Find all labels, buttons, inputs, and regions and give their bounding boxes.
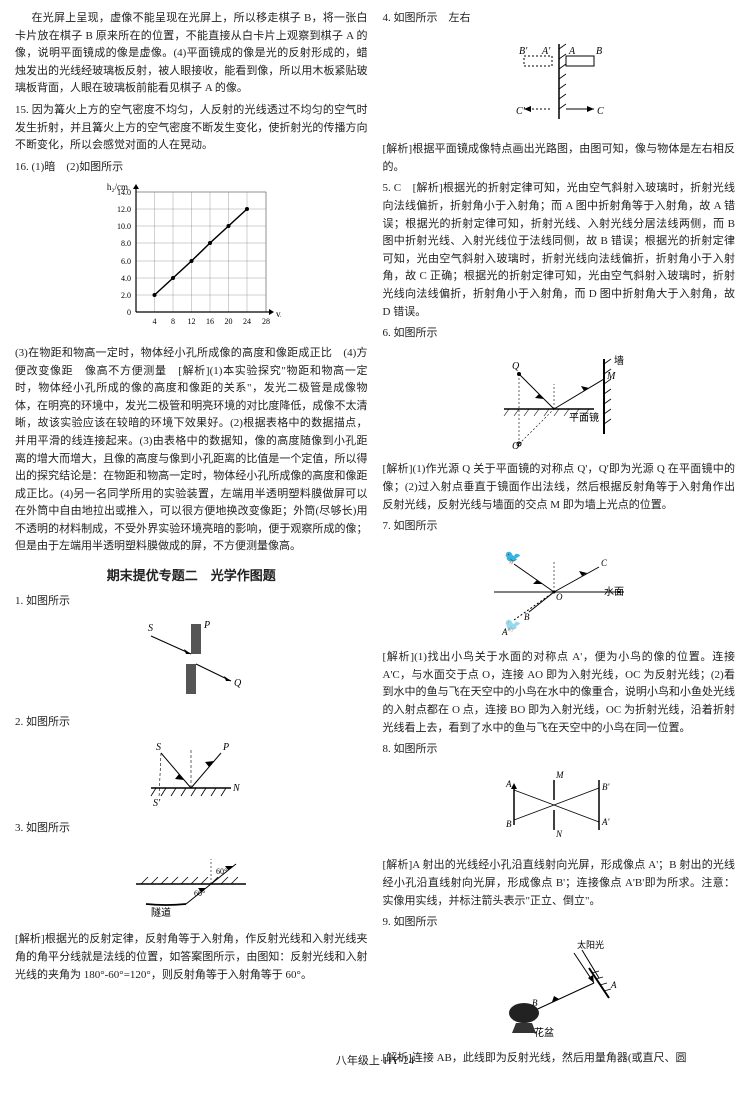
svg-text:10.0: 10.0 — [117, 222, 131, 231]
svg-text:Q: Q — [234, 678, 242, 689]
svg-text:6.0: 6.0 — [121, 257, 131, 266]
svg-text:2.0: 2.0 — [121, 291, 131, 300]
a4: [解析]根据平面镜成像特点画出光路图，由图可知，像与物体是左右相反的。 — [383, 141, 736, 176]
fig-8: A B M N B' A' — [383, 765, 736, 852]
svg-text:v/cm: v/cm — [276, 309, 281, 319]
para-16b: (3)在物距和物高一定时，物体经小孔所成像的高度和像距成正比 (4)方便改变像距… — [15, 345, 368, 556]
svg-text:S: S — [148, 623, 153, 634]
q7: 7. 如图所示 — [383, 518, 736, 536]
fig-9: 太阳光 A B 花盆 — [383, 938, 736, 1045]
svg-text:B': B' — [519, 46, 528, 57]
svg-text:A: A — [505, 779, 512, 789]
para-15: 15. 因为篝火上方的空气密度不均匀，人反射的光线透过不均匀的空气时发生折射，并… — [15, 102, 368, 155]
svg-text:0: 0 — [127, 308, 131, 317]
fig-3: 60° 60° 隧道 — [15, 844, 368, 926]
svg-text:P: P — [203, 620, 210, 631]
section-title: 期末提优专题二 光学作图题 — [15, 566, 368, 587]
a8: [解析]A 射出的光线经小孔沿直线射向光屏，形成像点 A'；B 射出的光线经小孔… — [383, 857, 736, 910]
fig-2: S P N S' — [15, 738, 368, 815]
svg-text:B: B — [532, 998, 538, 1008]
q8: 8. 如图所示 — [383, 741, 736, 759]
fig-4: B' A' A B C' C — [383, 34, 736, 136]
svg-text:S: S — [156, 742, 161, 753]
svg-text:A': A' — [541, 46, 551, 57]
svg-text:P: P — [222, 742, 229, 753]
svg-text:12.0: 12.0 — [117, 205, 131, 214]
svg-text:B: B — [524, 612, 530, 622]
svg-text:B: B — [596, 46, 602, 57]
q4: 4. 如图所示 左右 — [383, 10, 736, 28]
svg-text:A': A' — [601, 817, 610, 827]
svg-text:24: 24 — [243, 317, 251, 326]
svg-text:N: N — [232, 783, 241, 794]
svg-text:B: B — [506, 819, 512, 829]
q9: 9. 如图所示 — [383, 914, 736, 932]
svg-text:S': S' — [153, 798, 161, 808]
q1: 1. 如图所示 — [15, 593, 368, 611]
svg-text:8.0: 8.0 — [121, 239, 131, 248]
a7: [解析](1)找出小鸟关于水面的对称点 A'，便为小鸟的像的位置。连接 A'C，… — [383, 649, 736, 737]
fig-6: Q M Q' 墙 平面镜 — [383, 349, 736, 456]
svg-text:60°: 60° — [216, 867, 227, 876]
svg-text:12: 12 — [188, 317, 196, 326]
svg-text:C': C' — [516, 106, 526, 117]
svg-text:A: A — [568, 46, 576, 57]
svg-text:A: A — [610, 980, 617, 990]
svg-text:60°: 60° — [194, 889, 205, 898]
svg-text:M: M — [555, 770, 564, 780]
footer: 八年级上·HY·24 — [0, 1053, 750, 1071]
svg-text:M: M — [606, 371, 616, 382]
q6: 6. 如图所示 — [383, 325, 736, 343]
svg-text:Q': Q' — [512, 441, 522, 449]
svg-text:A': A' — [501, 627, 510, 637]
svg-text:14.0: 14.0 — [117, 188, 131, 197]
svg-text:28: 28 — [262, 317, 270, 326]
svg-text:Q: Q — [512, 361, 520, 372]
svg-text:4.0: 4.0 — [121, 274, 131, 283]
fig-7: 🐦 🐦 O C A' B 水面 — [383, 542, 736, 644]
fig-1: S P Q — [15, 616, 368, 708]
svg-text:4: 4 — [153, 317, 157, 326]
q3: 3. 如图所示 — [15, 820, 368, 838]
svg-text:8: 8 — [171, 317, 175, 326]
svg-text:O: O — [556, 592, 563, 602]
a6: [解析](1)作光源 Q 关于平面镜的对称点 Q'，Q'即为光源 Q 在平面镜中… — [383, 461, 736, 514]
svg-text:平面镜: 平面镜 — [569, 411, 599, 424]
svg-text:C: C — [597, 106, 604, 117]
svg-text:水面: 水面 — [604, 586, 624, 598]
para-16a: 16. (1)暗 (2)如图所示 — [15, 159, 368, 177]
a3: [解析]根据光的反射定律，反射角等于入射角，作反射光线和入射光线夹角的角平分线就… — [15, 931, 368, 984]
para-14: 在光屏上呈现，虚像不能呈现在光屏上，所以移走棋子 B，将一张白卡片放在棋子 B … — [15, 10, 368, 98]
svg-text:N: N — [555, 829, 563, 839]
svg-text:🐦: 🐦 — [504, 551, 521, 566]
q5: 5. C [解析]根据光的折射定律可知，光由空气斜射入玻璃时，折射光线向法线偏折… — [383, 180, 736, 321]
svg-text:墙: 墙 — [614, 354, 624, 367]
svg-text:隧道: 隧道 — [151, 906, 171, 919]
svg-text:B': B' — [602, 782, 610, 792]
svg-text:太阳光: 太阳光 — [577, 939, 604, 950]
svg-text:花盆: 花盆 — [534, 1026, 554, 1038]
chart-16: h₂/cm 0 2.0 4.0 6.0 8.0 10.0 12.0 14.0 4… — [15, 182, 368, 339]
svg-text:16: 16 — [206, 317, 214, 326]
svg-text:20: 20 — [225, 317, 233, 326]
svg-text:C: C — [601, 558, 608, 568]
q2: 2. 如图所示 — [15, 714, 368, 732]
